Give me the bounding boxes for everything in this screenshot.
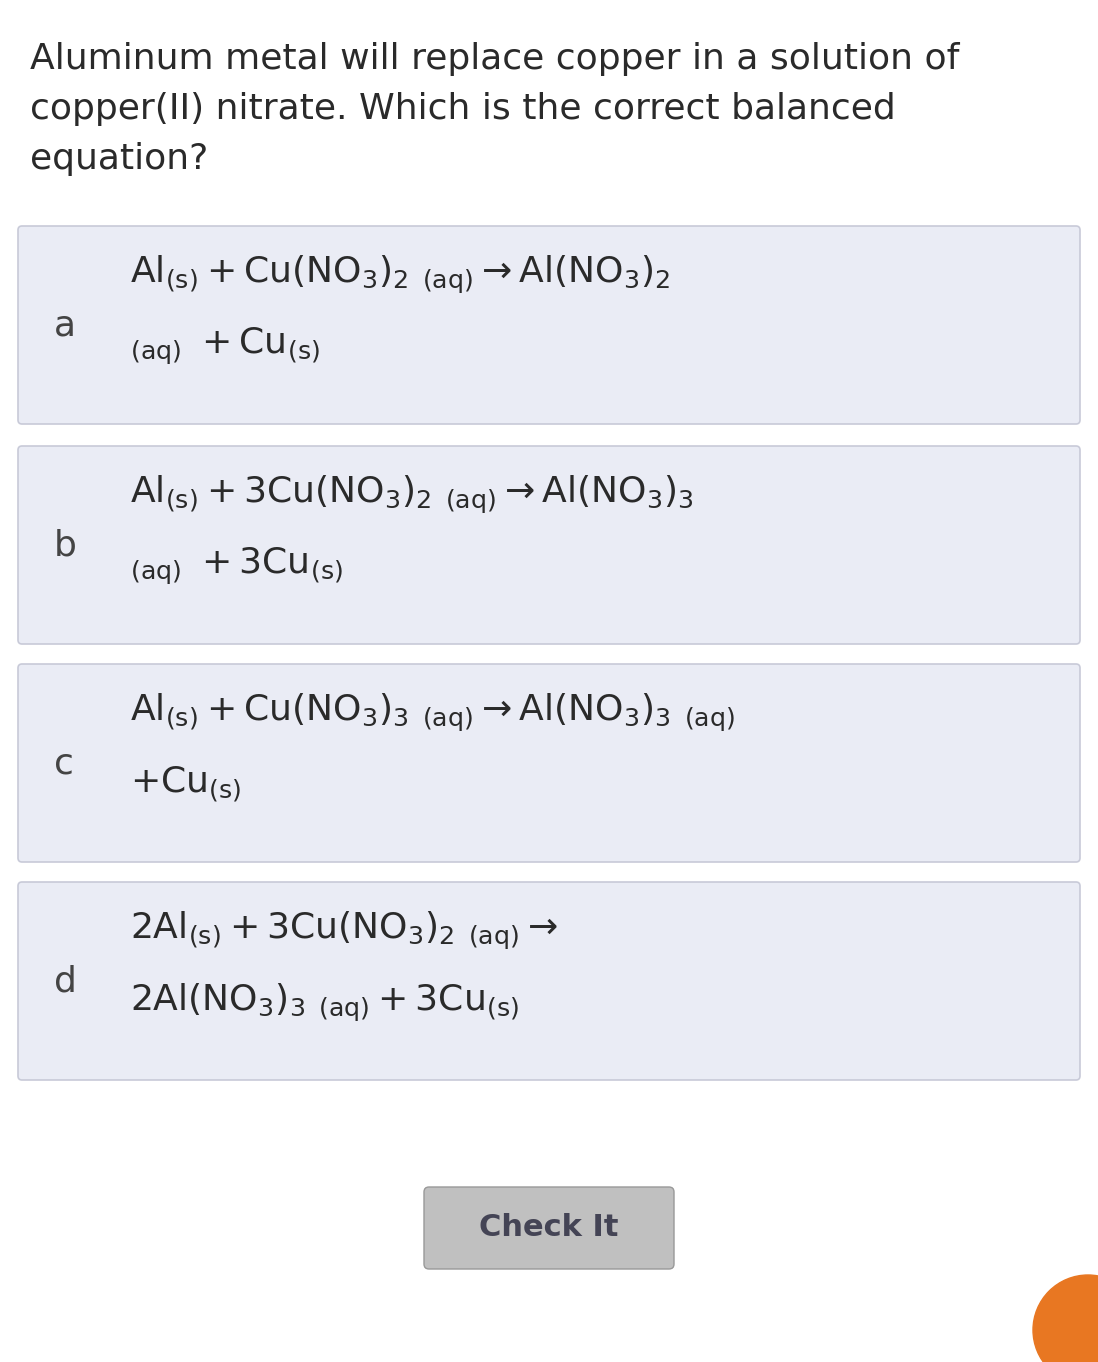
Text: $\mathrm{Al_{(s)} + 3Cu(NO_3)_2\ _{(aq)} \rightarrow Al(NO_3)_3}$: $\mathrm{Al_{(s)} + 3Cu(NO_3)_2\ _{(aq)}… <box>130 474 694 516</box>
Text: Aluminum metal will replace copper in a solution of: Aluminum metal will replace copper in a … <box>30 42 960 76</box>
Text: a: a <box>54 308 76 342</box>
Text: d: d <box>54 964 77 998</box>
Text: equation?: equation? <box>30 142 209 176</box>
Text: $\mathrm{_{(aq)}\ + 3Cu_{(s)}}$: $\mathrm{_{(aq)}\ + 3Cu_{(s)}}$ <box>130 546 343 587</box>
FancyBboxPatch shape <box>18 665 1080 862</box>
Circle shape <box>1033 1275 1098 1362</box>
Text: copper(II) nitrate. Which is the correct balanced: copper(II) nitrate. Which is the correct… <box>30 93 896 127</box>
FancyBboxPatch shape <box>18 445 1080 644</box>
Text: $\mathrm{+ Cu_{(s)}}$: $\mathrm{+ Cu_{(s)}}$ <box>130 764 242 804</box>
Text: $\mathrm{2Al_{(s)} + 3Cu(NO_3)_2\ _{(aq)} \rightarrow}$: $\mathrm{2Al_{(s)} + 3Cu(NO_3)_2\ _{(aq)… <box>130 910 558 952</box>
Text: c: c <box>54 746 74 780</box>
Text: $\mathrm{Al_{(s)} + Cu(NO_3)_3\ _{(aq)} \rightarrow Al(NO_3)_3\ _{(aq)}}$: $\mathrm{Al_{(s)} + Cu(NO_3)_3\ _{(aq)} … <box>130 692 735 734</box>
Text: $\mathrm{Al_{(s)} + Cu(NO_3)_2\ _{(aq)} \rightarrow Al(NO_3)_2}$: $\mathrm{Al_{(s)} + Cu(NO_3)_2\ _{(aq)} … <box>130 253 671 296</box>
Text: $\mathrm{2Al(NO_3)_3\ _{(aq)} + 3Cu_{(s)}}$: $\mathrm{2Al(NO_3)_3\ _{(aq)} + 3Cu_{(s)… <box>130 982 519 1024</box>
Text: Check It: Check It <box>479 1214 619 1242</box>
Text: b: b <box>54 528 77 563</box>
Text: $\mathrm{_{(aq)}\ + Cu_{(s)}}$: $\mathrm{_{(aq)}\ + Cu_{(s)}}$ <box>130 326 320 368</box>
FancyBboxPatch shape <box>18 883 1080 1080</box>
FancyBboxPatch shape <box>424 1188 674 1269</box>
FancyBboxPatch shape <box>18 226 1080 424</box>
